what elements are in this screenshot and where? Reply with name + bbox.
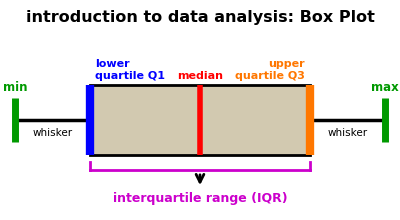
Text: median: median — [177, 71, 223, 81]
Text: interquartile range (IQR): interquartile range (IQR) — [113, 192, 287, 205]
Text: upper
quartile Q3: upper quartile Q3 — [235, 59, 305, 81]
Text: introduction to data analysis: Box Plot: introduction to data analysis: Box Plot — [26, 10, 374, 25]
Text: lower
quartile Q1: lower quartile Q1 — [95, 59, 165, 81]
Bar — [90, 85, 310, 155]
Text: whisker: whisker — [32, 128, 72, 138]
Text: max: max — [371, 81, 399, 94]
Text: whisker: whisker — [328, 128, 368, 138]
Text: min: min — [3, 81, 27, 94]
